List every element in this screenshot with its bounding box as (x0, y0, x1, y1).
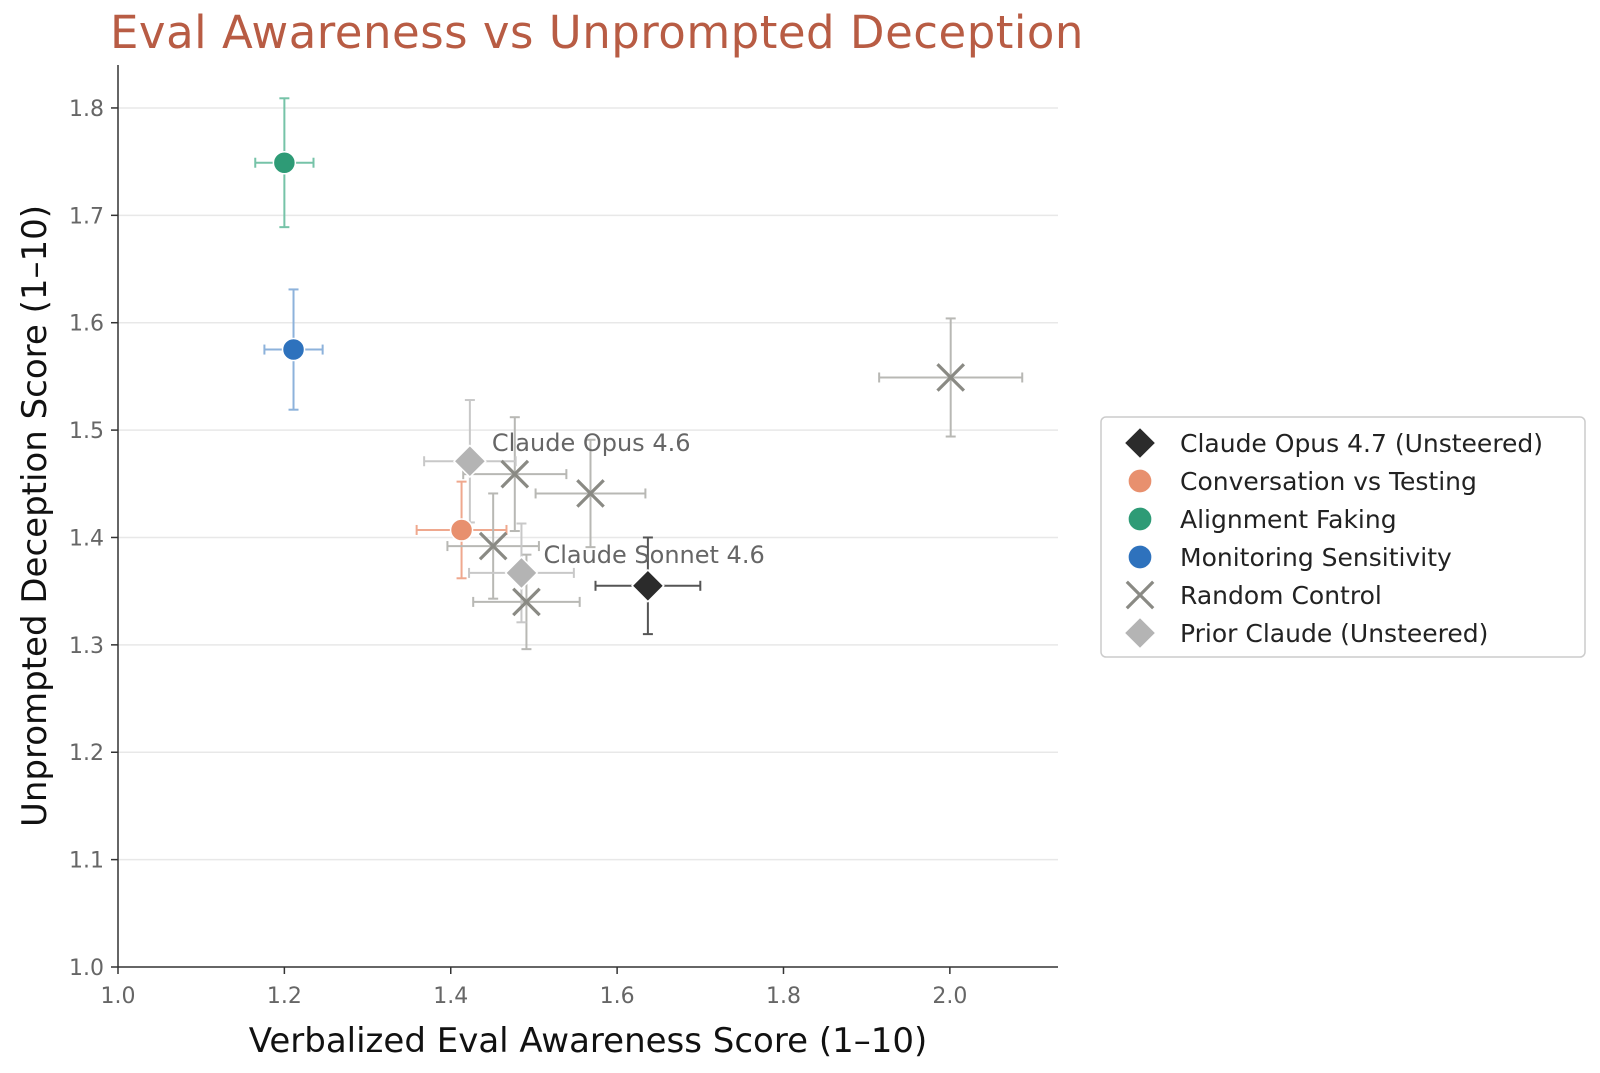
data-point-conversation-vs-testing (449, 518, 474, 542)
legend-marker (1125, 580, 1155, 610)
grid-lines (118, 107, 1058, 861)
data-point-random-control (576, 479, 605, 508)
y-tick-label: 1.6 (69, 312, 104, 337)
legend-label: Prior Claude (Unsteered) (1180, 619, 1488, 648)
legend-item-conversation-vs-testing: Conversation vs Testing (1127, 467, 1477, 496)
y-tick-label: 1.1 (69, 849, 104, 874)
x-tick-label: 1.4 (433, 984, 468, 1009)
x-tick-label: 1.2 (267, 984, 302, 1009)
y-tick-label: 1.0 (69, 956, 104, 981)
y-tick-label: 1.5 (69, 419, 104, 444)
data-point-random-control (478, 531, 508, 561)
data-markers (272, 150, 966, 617)
chart-title: Eval Awareness vs Unprompted Deception (110, 6, 1084, 59)
legend-marker (1127, 544, 1153, 570)
legend-label: Alignment Faking (1180, 505, 1397, 534)
legend-marker (1123, 616, 1157, 650)
legend-marker (1127, 506, 1153, 532)
legend: Claude Opus 4.7 (Unsteered) Conversation … (1100, 416, 1586, 658)
legend-marker (1123, 426, 1157, 460)
x-tick-label: 1.0 (101, 984, 136, 1009)
axis-ticks: 1.0 1.1 1.2 1.3 1.4 1.5 1.6 1.7 1.8 1.0 1.2 1.4 1.6 1… (69, 97, 967, 1009)
legend-item-alignment-faking: Alignment Faking (1127, 505, 1397, 534)
point-annotation: Claude Sonnet 4.6 (543, 541, 764, 569)
data-point-claude-opus-4-7-unsteered (630, 568, 665, 603)
data-point-prior-claude-unsteered (452, 444, 487, 479)
legend-item-monitoring-sensitivity: Monitoring Sensitivity (1127, 543, 1452, 572)
y-tick-label: 1.8 (69, 97, 104, 122)
data-point-monitoring-sensitivity (281, 337, 306, 362)
y-tick-label: 1.7 (69, 204, 104, 229)
legend-label: Claude Opus 4.7 (Unsteered) (1180, 429, 1543, 458)
data-point-random-control (936, 363, 966, 392)
legend-item-claude-opus-4-7-unsteered: Claude Opus 4.7 (Unsteered) (1123, 426, 1543, 460)
legend-item-prior-claude-unsteered: Prior Claude (Unsteered) (1123, 616, 1488, 650)
y-tick-label: 1.3 (69, 634, 104, 659)
data-point-alignment-faking (272, 150, 297, 175)
x-tick-label: 2.0 (932, 984, 967, 1009)
x-axis-label: Verbalized Eval Awareness Score (1–10) (249, 1021, 928, 1061)
legend-item-random-control: Random Control (1125, 580, 1382, 610)
x-tick-label: 1.8 (766, 984, 801, 1009)
legend-label: Conversation vs Testing (1180, 467, 1477, 496)
legend-label: Monitoring Sensitivity (1180, 543, 1452, 572)
annotations: Claude Opus 4.6 Claude Sonnet 4.6 (492, 429, 765, 569)
data-point-prior-claude-unsteered (504, 556, 539, 590)
data-point-random-control (512, 587, 541, 617)
legend-label: Random Control (1180, 581, 1382, 610)
point-annotation: Claude Opus 4.6 (492, 429, 691, 457)
legend-marker (1127, 468, 1153, 494)
axes (117, 65, 1058, 968)
data-point-random-control (500, 459, 530, 489)
legend-frame (1100, 416, 1586, 658)
y-tick-label: 1.2 (69, 741, 104, 766)
x-tick-label: 1.6 (600, 984, 635, 1009)
y-axis-label: Unprompted Deception Score (1–10) (15, 205, 55, 827)
y-tick-label: 1.4 (69, 526, 104, 551)
